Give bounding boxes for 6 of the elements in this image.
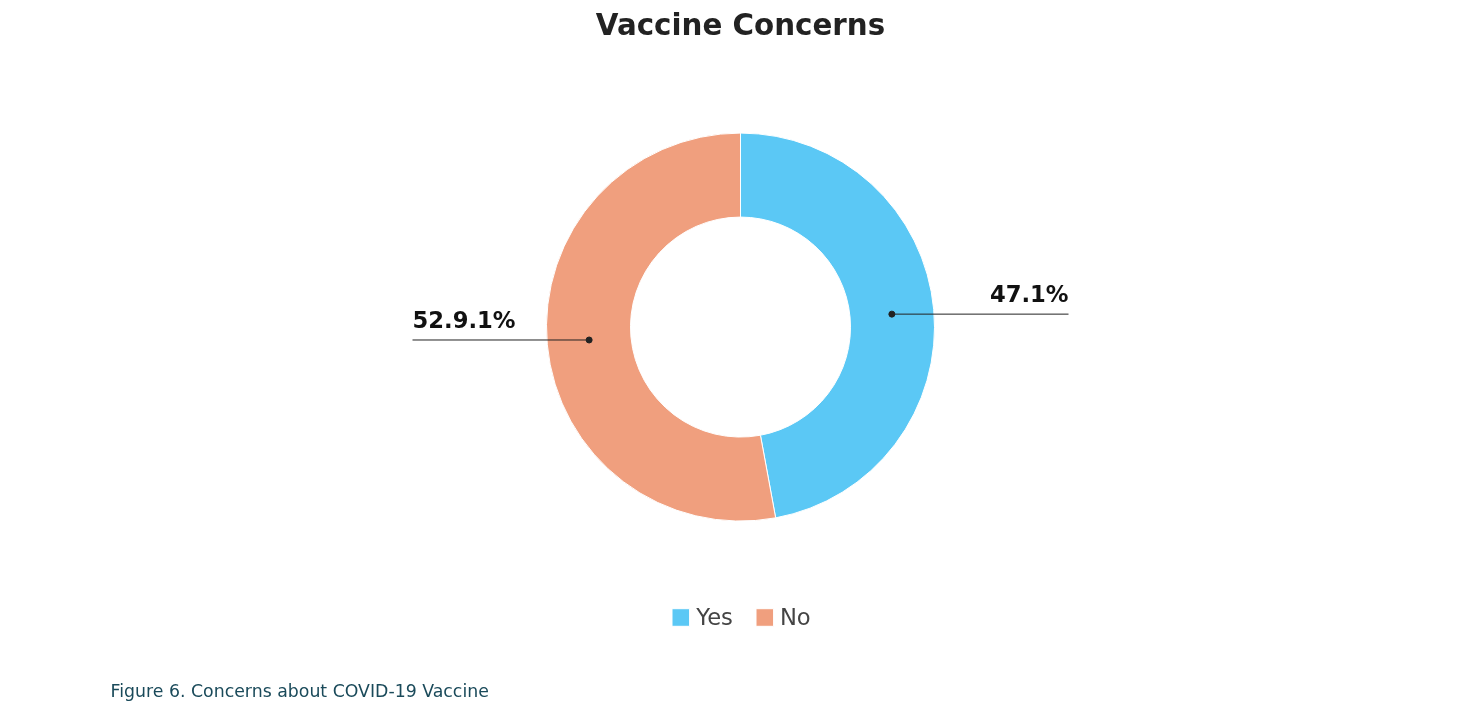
data-label: 52.9.1% (412, 306, 516, 333)
legend-label: Yes (696, 604, 733, 630)
data-label: 47.1% (989, 280, 1069, 307)
chart-title: Vaccine Concerns (595, 7, 886, 42)
legend-label: No (779, 604, 811, 630)
caption: Figure 6. Concerns about COVID-19 Vaccine (110, 681, 489, 702)
